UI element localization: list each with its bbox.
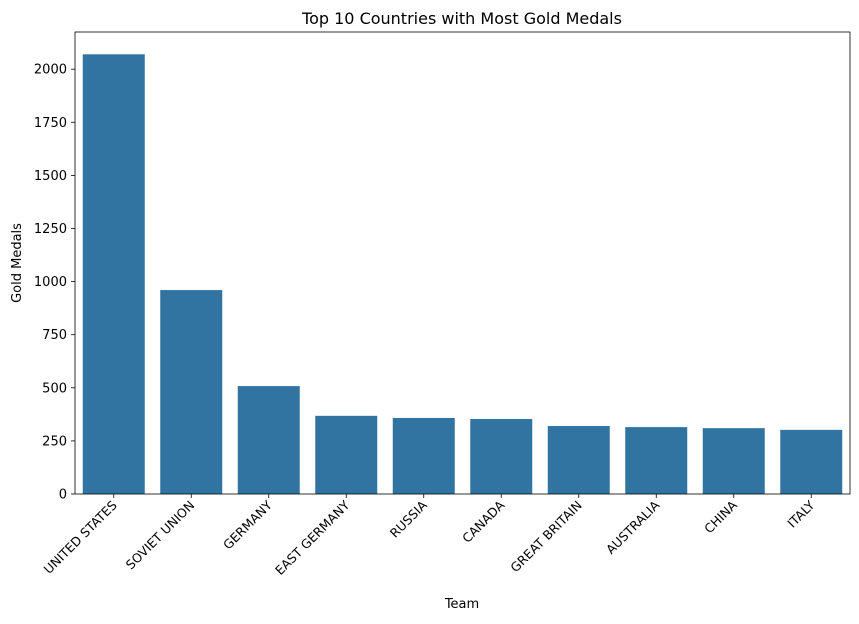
y-tick-label: 1000 [34, 275, 67, 290]
bar-united-states [82, 54, 145, 495]
x-tick-label: UNITED STATES [41, 497, 120, 576]
y-tick-label: 1500 [34, 169, 67, 184]
bar-great-britain [547, 426, 610, 494]
x-tick-label: AUSTRALIA [603, 497, 663, 557]
x-tick-label: RUSSIA [387, 497, 430, 540]
bar-australia [625, 427, 688, 494]
bar-germany [237, 386, 300, 494]
x-tick-label: GERMANY [220, 497, 275, 552]
axes-layer [74, 31, 851, 495]
bar-china [702, 428, 765, 494]
y-tick-label: 1750 [34, 116, 67, 131]
y-tick-label: 250 [42, 434, 67, 449]
y-tick-label: 750 [42, 328, 67, 343]
y-tick-label: 0 [59, 488, 67, 503]
plot-frame [74, 31, 851, 495]
x-tick-label: ITALY [784, 497, 817, 530]
y-tick-label: 1250 [34, 222, 67, 237]
x-tick-label: CHINA [701, 497, 740, 536]
x-tick-label: GREAT BRITAIN [507, 498, 585, 576]
bar-russia [392, 417, 455, 494]
bar-soviet-union [160, 290, 223, 494]
y-tick-label: 2000 [34, 63, 67, 78]
x-tick-label: SOVIET UNION [123, 498, 198, 573]
x-tick-label: CANADA [459, 497, 507, 545]
y-tick-label: 500 [42, 381, 67, 396]
bar-east-germany [315, 415, 378, 494]
y-axis-label: Gold Medals [10, 223, 25, 303]
bar-canada [470, 419, 533, 494]
bar-italy [780, 429, 843, 494]
y-ticks: 0 250 500 750 1000 1250 1500 1750 2000 [34, 63, 75, 503]
x-tick-label: EAST GERMANY [272, 497, 353, 578]
x-axis-label: Team [444, 597, 479, 612]
bars-layer [82, 54, 843, 495]
chart-title: Top 10 Countries with Most Gold Medals [301, 9, 622, 28]
